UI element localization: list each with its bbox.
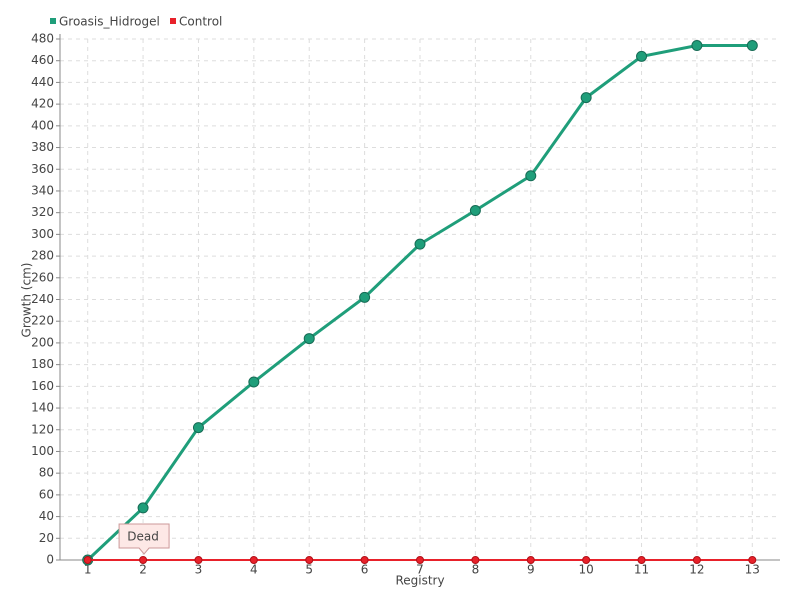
data-point xyxy=(637,556,646,564)
annotation-box xyxy=(118,523,170,555)
data-point xyxy=(359,291,371,303)
data-point xyxy=(416,556,424,564)
y-axis-label: Growth (cm) xyxy=(20,263,34,338)
y-tick-label: 220 xyxy=(31,314,54,328)
data-point xyxy=(526,556,535,564)
y-tick-label: 360 xyxy=(31,162,54,176)
x-tick-label: 1 xyxy=(84,563,92,577)
y-tick-label: 40 xyxy=(39,509,54,523)
y-tick-label: 340 xyxy=(31,183,54,197)
x-tick-label: 9 xyxy=(527,563,535,577)
data-point xyxy=(360,556,369,564)
y-tick-label: 380 xyxy=(31,140,54,154)
y-tick-label: 100 xyxy=(31,444,54,458)
data-point xyxy=(248,376,260,388)
data-point xyxy=(636,50,648,62)
data-point xyxy=(414,238,426,250)
data-point xyxy=(139,556,148,564)
data-point xyxy=(692,556,701,564)
y-tick-label: 480 xyxy=(31,32,54,46)
data-point xyxy=(691,40,703,52)
data-point xyxy=(471,556,480,564)
y-tick-label: 460 xyxy=(31,53,54,67)
y-tick-label: 420 xyxy=(31,97,54,111)
data-point xyxy=(469,204,481,216)
y-tick-label: 300 xyxy=(31,227,54,241)
data-point xyxy=(83,556,92,564)
y-tick-label: 0 xyxy=(46,553,54,567)
x-tick-label: 10 xyxy=(579,563,594,577)
annotation-text: Dead xyxy=(127,530,159,544)
data-point xyxy=(580,92,592,104)
x-tick-label: 13 xyxy=(745,563,760,577)
y-tick-label: 440 xyxy=(31,75,54,89)
y-tick-label: 320 xyxy=(31,205,54,219)
data-point xyxy=(249,556,258,564)
x-tick-label: 11 xyxy=(634,563,649,577)
data-point xyxy=(303,333,315,345)
x-tick-label: 7 xyxy=(416,563,424,577)
y-tick-label: 400 xyxy=(31,118,54,132)
y-tick-label: 240 xyxy=(31,292,54,306)
x-tick-label: 3 xyxy=(195,563,203,577)
data-point xyxy=(525,170,537,182)
y-tick-label: 60 xyxy=(39,487,54,501)
data-point xyxy=(305,556,314,564)
x-tick-label: 8 xyxy=(472,563,480,577)
y-tick-label: 140 xyxy=(31,401,54,415)
y-tick-label: 180 xyxy=(31,357,54,371)
legend-swatch xyxy=(170,18,176,24)
data-point xyxy=(746,40,758,52)
y-tick-label: 80 xyxy=(39,466,54,480)
legend-label: Control xyxy=(179,15,222,29)
x-tick-label: 2 xyxy=(139,563,147,577)
annotation: Dead xyxy=(118,523,170,555)
x-axis-label: Registry xyxy=(395,574,444,588)
y-tick-label: 200 xyxy=(31,335,54,349)
data-point xyxy=(748,556,757,564)
x-tick-label: 12 xyxy=(689,563,704,577)
data-point xyxy=(582,556,591,564)
y-tick-label: 20 xyxy=(39,531,54,545)
y-tick-label: 120 xyxy=(31,422,54,436)
legend-label: Groasis_Hidrogel xyxy=(59,15,160,29)
data-point xyxy=(137,502,149,514)
data-point xyxy=(194,556,203,564)
y-tick-label: 280 xyxy=(31,249,54,263)
x-tick-label: 5 xyxy=(305,563,313,577)
x-tick-label: 6 xyxy=(361,563,369,577)
x-tick-label: 4 xyxy=(250,563,258,577)
data-point xyxy=(192,422,204,434)
y-tick-label: 260 xyxy=(31,270,54,284)
legend-swatch xyxy=(50,18,56,24)
y-tick-label: 160 xyxy=(31,379,54,393)
